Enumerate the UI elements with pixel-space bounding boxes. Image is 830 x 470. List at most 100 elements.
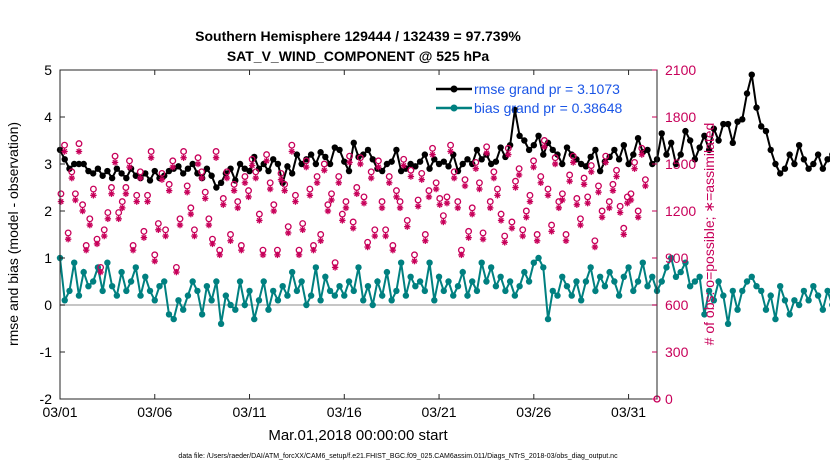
x-axis: 03/01 03/06 03/11 03/16 03/21 03/26 03/31 (42, 70, 646, 420)
obs-assimilated-point (544, 192, 552, 199)
obs-assimilated-point (461, 182, 469, 190)
obs-possible-point (313, 173, 321, 180)
obs-assimilated-point (609, 187, 617, 194)
rmse-point (705, 146, 713, 154)
rmse-point (75, 160, 83, 168)
rmse-point (459, 160, 466, 168)
obs-assimilated-point (371, 232, 379, 240)
obs-assimilated-point (642, 182, 649, 190)
bias-point (563, 283, 571, 290)
rmse-point (776, 170, 784, 177)
obs-possible-point (591, 237, 599, 245)
obs-possible-point (587, 162, 595, 170)
bias-point (615, 292, 623, 299)
obs-assimilated-point (303, 163, 310, 171)
rmse-point (625, 160, 632, 168)
obs-possible-point (537, 173, 545, 180)
obs-assimilated-point (187, 210, 195, 218)
obs-possible-point (411, 251, 418, 259)
obs-possible-point (147, 148, 155, 155)
rmse-point (336, 146, 343, 154)
rmse-point (559, 160, 566, 168)
bias-point (440, 287, 447, 295)
obs-possible-point (288, 141, 296, 149)
x-tick-label: 03/16 (327, 404, 362, 420)
x-tick-label: 03/11 (233, 404, 267, 420)
obs-assimilated-point (144, 198, 151, 205)
rmse-point (644, 146, 651, 154)
rmse-point (668, 139, 675, 147)
bias-point (776, 283, 784, 290)
obs-assimilated-point (483, 149, 490, 157)
rmse-point (364, 146, 372, 154)
bias-point (544, 315, 552, 323)
bias-point (416, 278, 424, 285)
rmse-point (85, 167, 92, 175)
obs-assimilated-point (508, 225, 516, 232)
bias-point (634, 278, 642, 285)
obs-assimilated-point (158, 176, 166, 183)
bias-point (307, 292, 315, 299)
rmse-point (274, 160, 282, 168)
bias-point (217, 320, 225, 327)
bias-point (236, 278, 244, 285)
bias-point (80, 268, 87, 276)
bias-point (213, 278, 220, 285)
obs-assimilated-point (234, 204, 241, 212)
obs-possible-point (497, 210, 505, 218)
x-axis-label: Mar.01,2018 00:00:00 start (268, 427, 448, 444)
obs-possible-point (223, 168, 231, 176)
bias-point (284, 292, 291, 299)
rmse-point (179, 170, 187, 177)
obs-possible-point (86, 215, 94, 223)
plot-frame (59, 69, 658, 400)
bias-point (132, 264, 140, 271)
bias-point (762, 306, 770, 313)
bias-point (360, 297, 367, 304)
bias-point (611, 278, 618, 285)
obs-possible-point (479, 229, 487, 237)
rmse-point (615, 156, 623, 163)
bias-point (791, 297, 798, 304)
obs-possible-point (443, 193, 451, 201)
bias-point (459, 268, 466, 276)
obs-possible-point (190, 226, 198, 234)
obs-assimilated-point (548, 228, 555, 235)
obs-assimilated-point (396, 204, 404, 212)
obs-possible-point (584, 193, 592, 201)
rmse-point (672, 160, 680, 168)
rmse-point (388, 158, 395, 165)
bias-point (255, 297, 263, 304)
bias-point (814, 292, 822, 299)
rmse-point (284, 163, 291, 170)
bias-point (573, 278, 580, 285)
y-tick-label: 3 (44, 156, 52, 172)
obs-possible-point (266, 179, 274, 187)
obs-assimilated-point (227, 237, 234, 244)
bias-point (450, 292, 457, 299)
bias-point (118, 268, 125, 276)
obs-possible-point (100, 226, 108, 234)
bias-point (521, 268, 528, 276)
bias-point (549, 287, 556, 295)
rmse-point (758, 123, 765, 130)
obs-assimilated-point (400, 162, 407, 169)
obs-assimilated-point (165, 187, 173, 194)
obs-possible-point (61, 141, 69, 149)
rmse-point (217, 179, 225, 186)
obs-possible-point (634, 207, 642, 215)
obs-assimilated-point (162, 232, 169, 240)
obs-assimilated-point (281, 187, 288, 194)
bias-point (364, 283, 372, 290)
obs-possible-point (512, 177, 519, 185)
obs-possible-point (475, 179, 483, 187)
bias-point (620, 273, 628, 280)
obs-assimilated-point (476, 185, 483, 193)
rmse-point (146, 177, 154, 184)
bias-point (540, 264, 547, 271)
obs-possible-point (353, 184, 361, 191)
rmse-point (331, 144, 339, 151)
obs-possible-point (519, 226, 527, 234)
obs-assimilated-point (487, 204, 494, 212)
obs-possible-point (328, 190, 335, 198)
